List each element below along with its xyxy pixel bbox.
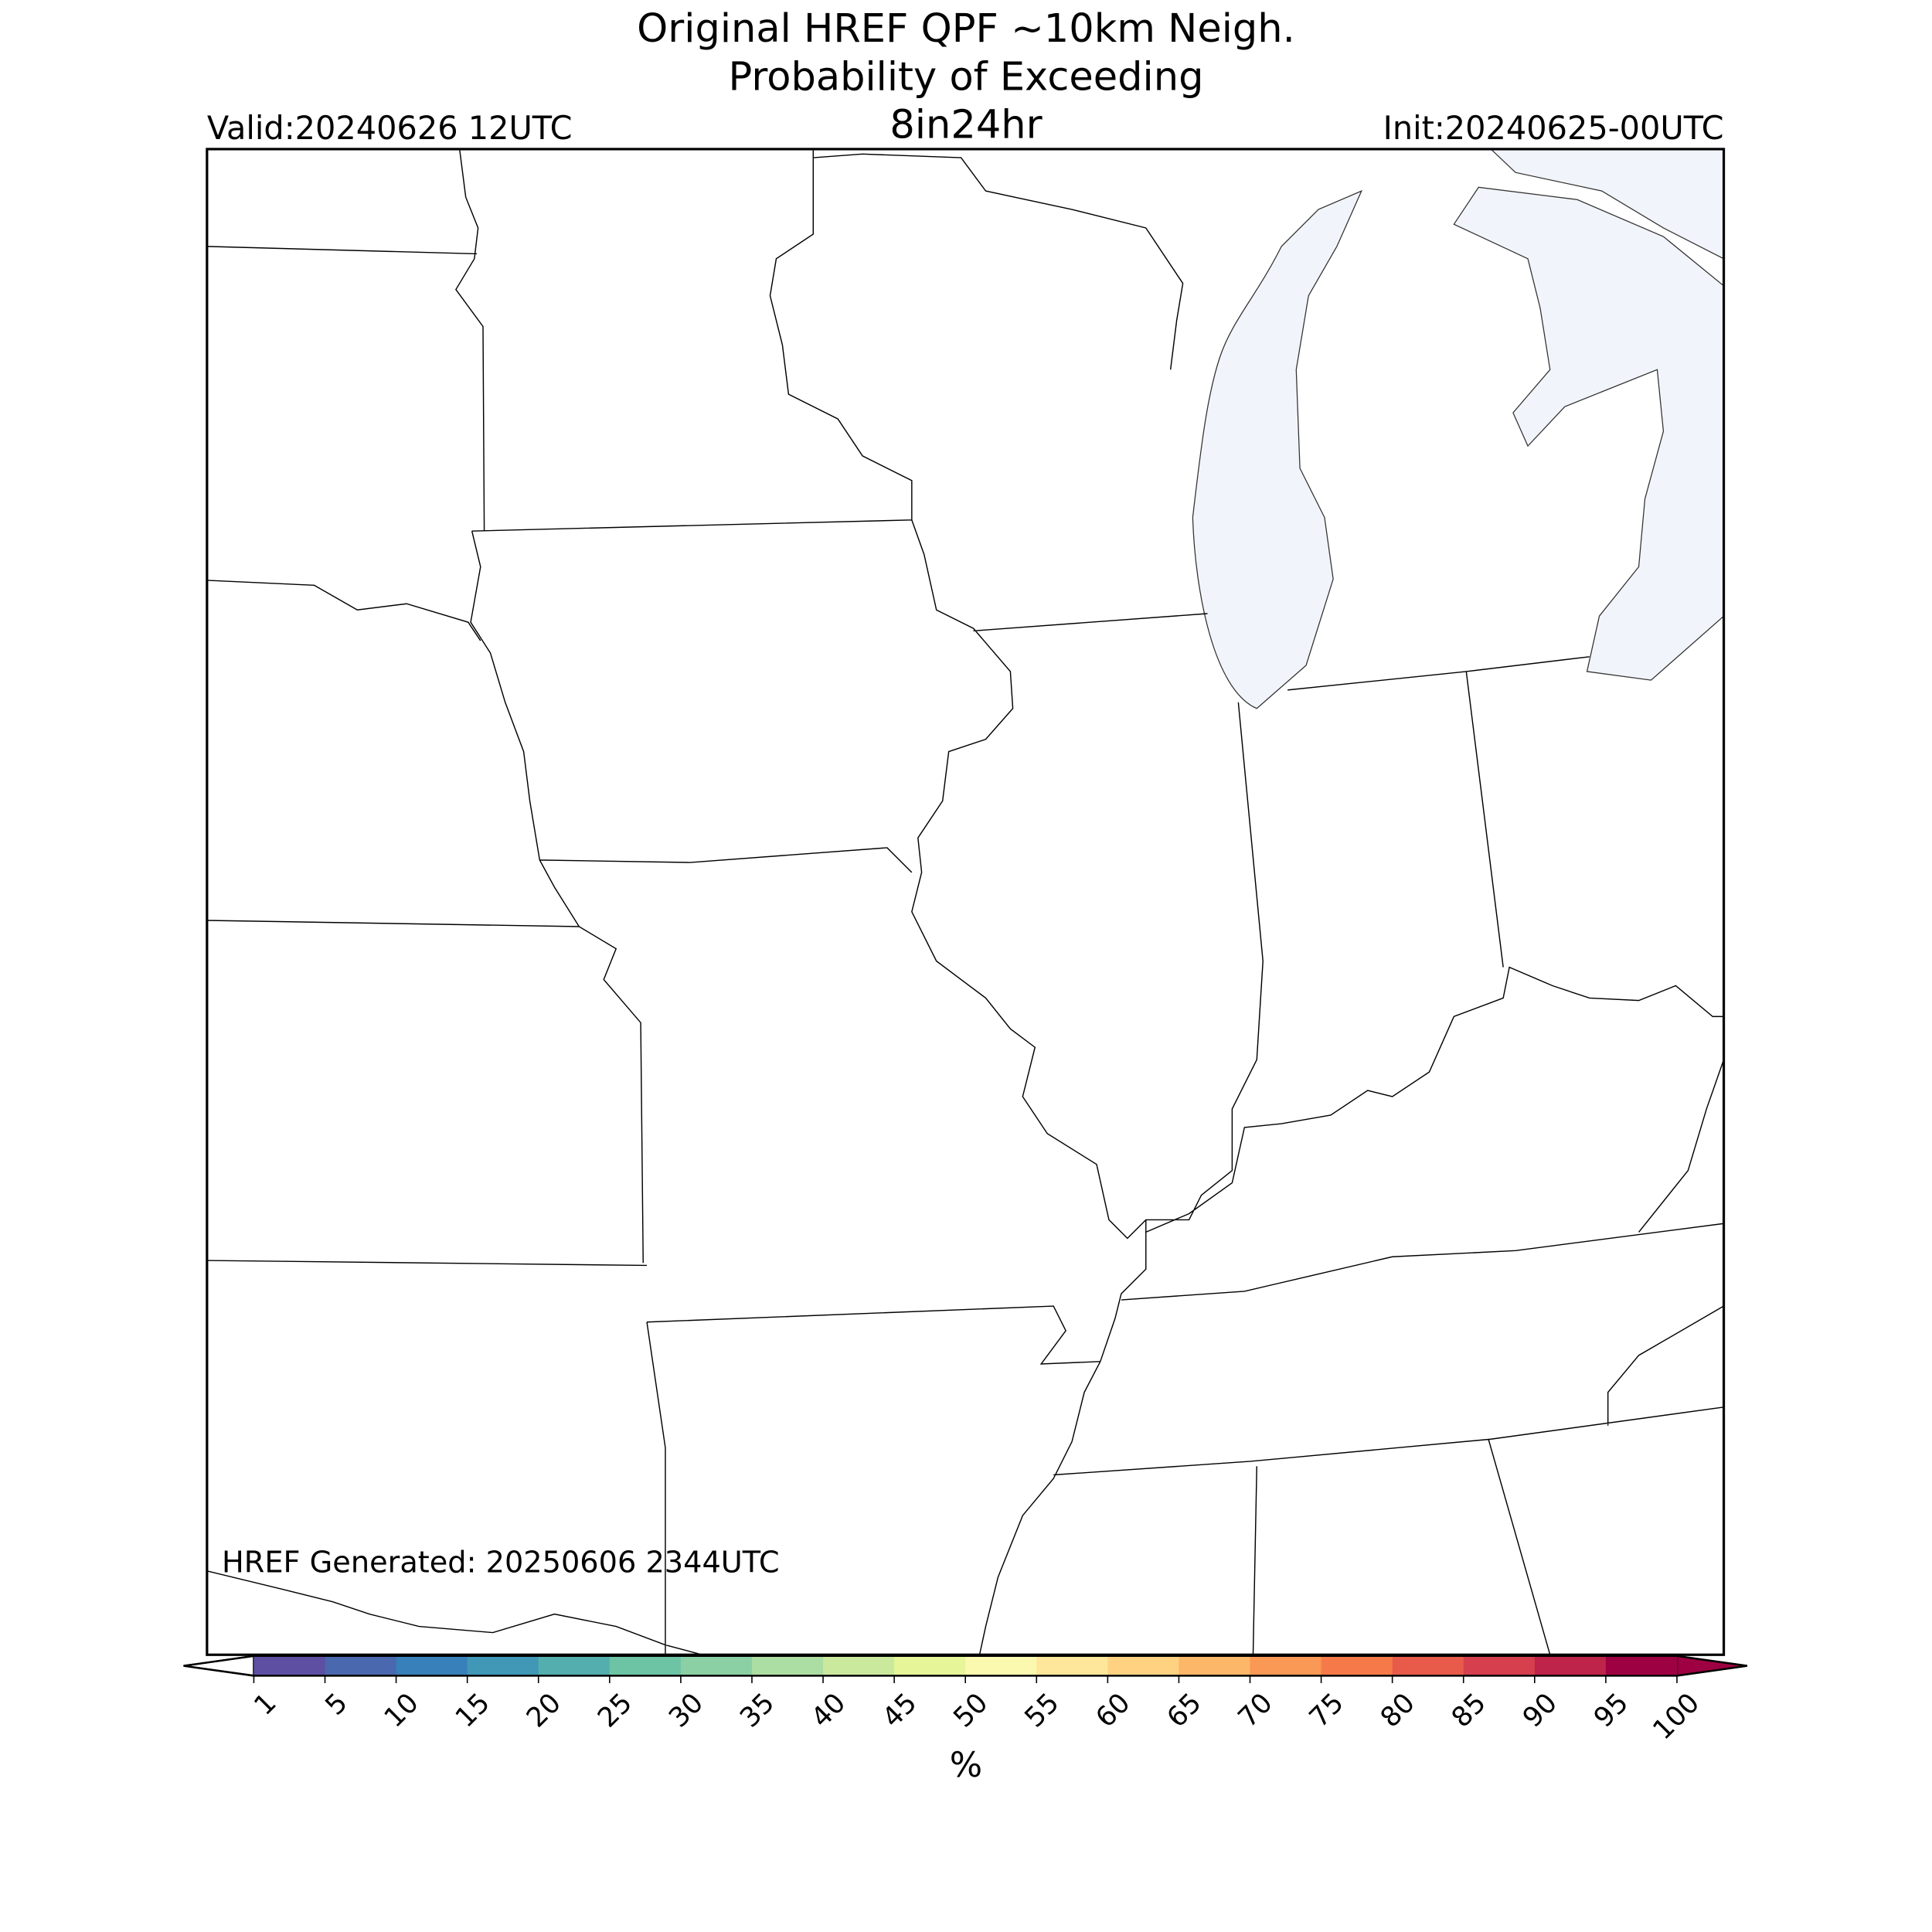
- colorbar-tick-label: 25: [591, 1687, 638, 1734]
- colorbar-tick-label: 20: [520, 1687, 567, 1734]
- colorbar-segment: [1534, 1655, 1607, 1676]
- colorbar-tick-label: 45: [876, 1687, 923, 1734]
- valid-time: Valid:20240626 12UTC: [207, 110, 573, 147]
- colorbar-segment: [1321, 1655, 1393, 1676]
- colorbar-label: %: [950, 1745, 982, 1785]
- colorbar-tick-label: 1: [248, 1687, 283, 1722]
- colorbar-tick-label: 40: [805, 1687, 852, 1734]
- colorbar-tick-label: 80: [1374, 1687, 1421, 1734]
- state-borders: [206, 148, 1725, 1655]
- colorbar-tick-label: 35: [734, 1687, 781, 1734]
- colorbar: 1 5 10 15 20 25 30 35 40 45 50 55 60 65 70 75 80 85 90 95 10…: [183, 1655, 1748, 1746]
- colorbar-tick-label: 30: [663, 1687, 710, 1734]
- colorbar-under: [183, 1655, 255, 1677]
- colorbar-segment: [1036, 1655, 1109, 1676]
- colorbar-tick-label: 65: [1161, 1687, 1208, 1734]
- colorbar-over: [1675, 1655, 1748, 1677]
- colorbar-tick-label: 15: [449, 1687, 496, 1734]
- colorbar-segment: [1392, 1655, 1464, 1676]
- map-background: [206, 148, 1724, 1655]
- lake-huron: [1453, 186, 1725, 681]
- colorbar-segment: [1107, 1655, 1180, 1676]
- colorbar-segment: [538, 1655, 611, 1676]
- colorbar-tick-label: 90: [1516, 1687, 1563, 1734]
- colorbar-segment: [894, 1655, 966, 1676]
- colorbar-tick-label: 55: [1019, 1687, 1066, 1734]
- colorbar-segment: [1463, 1655, 1536, 1676]
- generated-time: HREF Generated: 20250606 2344UTC: [222, 1545, 780, 1580]
- colorbar-segment: [1179, 1655, 1251, 1676]
- title-line: Probability of Exceeding: [729, 54, 1204, 100]
- colorbar-tick-label: 5: [319, 1687, 354, 1722]
- colorbar-tick-label: 60: [1090, 1687, 1137, 1734]
- colorbar-tick-label: 75: [1303, 1687, 1350, 1734]
- lake-michigan: [1192, 189, 1363, 709]
- colorbar-segment: [467, 1655, 539, 1676]
- map-frame: [206, 148, 1726, 1656]
- colorbar-tick-label: 50: [947, 1687, 995, 1734]
- colorbar-segment: [680, 1655, 753, 1676]
- colorbar-tick-label: 100: [1647, 1687, 1706, 1746]
- colorbar-segment: [1250, 1655, 1322, 1676]
- colorbar-segment: [1605, 1655, 1678, 1676]
- colorbar-segment: [965, 1655, 1038, 1676]
- colorbar-segment: [396, 1655, 468, 1676]
- colorbar-tick-label: 10: [378, 1687, 425, 1734]
- init-time: Init:20240625-00UTC: [1383, 110, 1724, 147]
- colorbar-segment: [823, 1655, 895, 1676]
- colorbar-segment: [751, 1655, 824, 1676]
- map: HREF Generated: 20250606 2344UTC: [206, 148, 1726, 1656]
- colorbar-tick-label: 95: [1588, 1687, 1635, 1734]
- colorbar-tick-label: 70: [1232, 1687, 1279, 1734]
- colorbar-segment: [325, 1655, 397, 1676]
- colorbar-segment: [609, 1655, 682, 1676]
- colorbar-tick-label: 85: [1445, 1687, 1492, 1734]
- title-line: Original HREF QPF ~10km Neigh.: [637, 6, 1295, 52]
- title-line: 8in24hr: [889, 103, 1042, 148]
- colorbar-segment: [253, 1655, 326, 1676]
